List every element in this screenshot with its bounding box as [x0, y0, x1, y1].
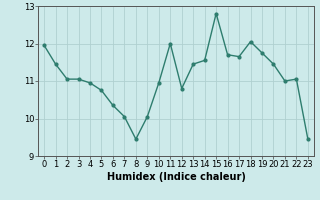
- X-axis label: Humidex (Indice chaleur): Humidex (Indice chaleur): [107, 172, 245, 182]
